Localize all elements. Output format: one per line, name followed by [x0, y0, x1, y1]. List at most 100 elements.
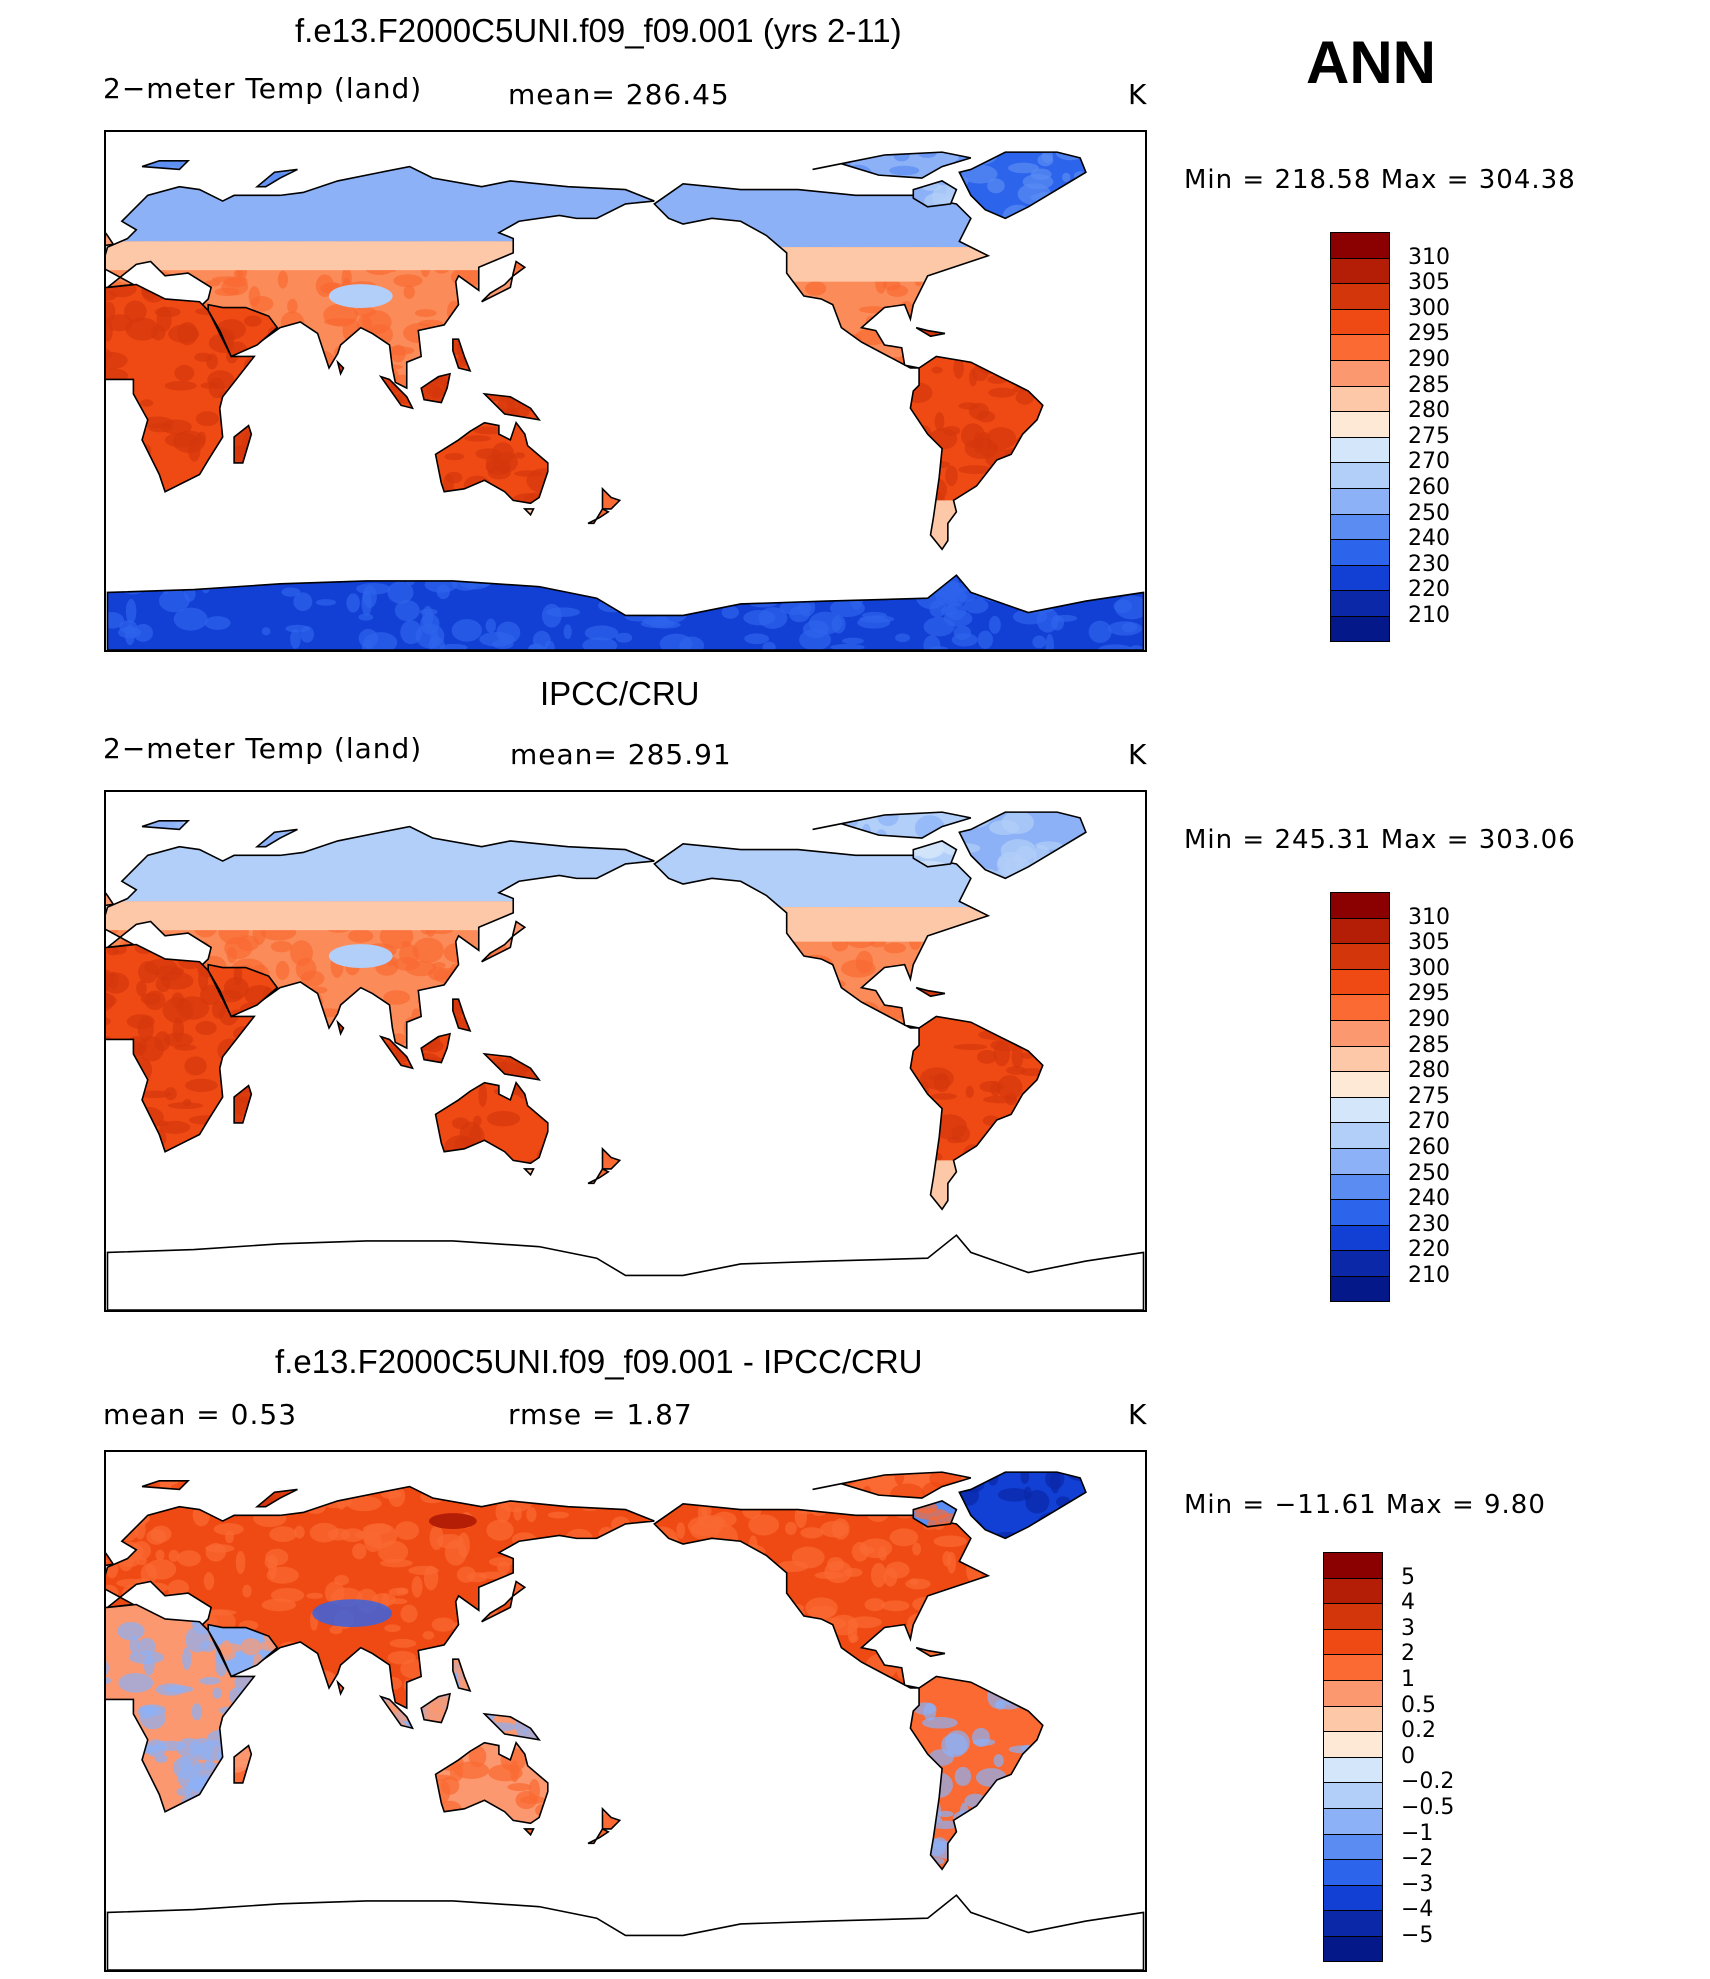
colorbar-tick-label: 290	[1408, 347, 1450, 372]
landmass-texture	[234, 425, 252, 463]
colorbar-swatch	[1330, 539, 1390, 566]
colorbar-swatch	[1330, 1276, 1390, 1303]
coastline-madagascar	[233, 1084, 253, 1124]
colorbar-tick-label: 275	[1408, 423, 1450, 449]
colorbar-tick-label: 4	[1401, 1590, 1415, 1616]
colorbar-swatch	[1330, 968, 1390, 995]
panel3-map	[104, 1450, 1147, 1972]
colorbar-tick-label: 240	[1408, 526, 1450, 552]
coastline-baffin	[912, 180, 958, 208]
coastline-caribbean	[915, 326, 946, 338]
landmass-texture	[452, 339, 471, 368]
coastline-svalbard	[141, 1479, 191, 1491]
coastline-arcticIslands	[812, 151, 972, 179]
landmass-texture	[654, 183, 989, 368]
colorbar-swatch	[1323, 1680, 1383, 1707]
colorbar-tick-label: 5	[1401, 1564, 1415, 1590]
panel3-minmax: Min = −11.61 Max = 9.80	[1184, 1490, 1546, 1520]
coastline-newguinea	[482, 1712, 541, 1741]
coastline-africa	[106, 943, 256, 1153]
colorbar-swatch	[1330, 590, 1390, 617]
coastline-newguinea	[482, 392, 541, 421]
colorbar-swatch	[1330, 892, 1390, 919]
colorbar-swatch	[1323, 1603, 1383, 1630]
colorbar-tick-label: 210	[1408, 1263, 1450, 1288]
colorbar-swatch	[1330, 1122, 1390, 1149]
coastline-arcticIslands	[812, 811, 972, 839]
colorbar-swatch	[1323, 1756, 1383, 1783]
colorbar-swatch	[1330, 917, 1390, 944]
coastline-borneo	[420, 1692, 452, 1724]
panel2-title: IPCC/CRU	[540, 675, 700, 712]
colorbar-tick-label: 240	[1408, 1186, 1450, 1212]
colorbar-swatch	[1330, 385, 1390, 412]
coastline-samerica	[909, 1675, 1044, 1871]
colorbar-tick-label: −4	[1401, 1897, 1434, 1923]
colorbar-tick-label: 290	[1408, 1007, 1450, 1032]
panel2-units: K	[1128, 738, 1148, 771]
colorbar-tick-label: 285	[1408, 1032, 1450, 1058]
coastline-sumatra	[378, 1035, 415, 1070]
coastline-srilanka	[336, 1679, 345, 1697]
colorbar-tick-label: 275	[1408, 1083, 1450, 1109]
panel2-mean-label: mean= 285.91	[510, 738, 732, 771]
colorbar-tick-label: 0.2	[1401, 1718, 1436, 1744]
colorbar-swatch	[1323, 1552, 1383, 1579]
coastline-nz	[601, 1806, 622, 1830]
colorbar-tick-label: 1	[1401, 1667, 1415, 1692]
colorbar-swatch	[1330, 1199, 1390, 1226]
panel1-title: f.e13.F2000C5UNI.f09_f09.001 (yrs 2-11)	[295, 12, 902, 49]
colorbar-swatch	[1330, 1071, 1390, 1098]
colorbar-swatch	[1330, 564, 1390, 591]
colorbar-tick-label: −3	[1401, 1871, 1434, 1897]
coastline-sumatra	[378, 1695, 415, 1730]
colorbar-swatch	[1323, 1577, 1383, 1604]
colorbar-swatch	[1330, 308, 1390, 335]
colorbar-swatch	[1330, 1020, 1390, 1047]
panel3-mean-label: mean = 0.53	[103, 1398, 298, 1431]
coastline-borneo	[420, 372, 452, 404]
panel3-map-svg	[106, 1471, 1145, 1970]
coastline-tasmania	[522, 1168, 535, 1177]
colorbar-tick-label: 300	[1408, 955, 1450, 981]
coastline-novaya	[254, 828, 298, 848]
colorbar-tick-label: 260	[1408, 475, 1450, 500]
colorbar-swatch	[1330, 513, 1390, 540]
coastline-africa	[106, 283, 256, 493]
panel2-map-svg	[106, 811, 1145, 1310]
colorbar-tick-label: 220	[1408, 577, 1450, 603]
colorbar-tick-label: 300	[1408, 295, 1450, 321]
panel1-units: K	[1128, 78, 1148, 111]
colorbar-swatch	[1323, 1628, 1383, 1655]
colorbar-tick-label: 230	[1408, 551, 1450, 577]
colorbar-swatch	[1330, 334, 1390, 361]
panel3-title: f.e13.F2000C5UNI.f09_f09.001 - IPCC/CRU	[275, 1343, 923, 1380]
coastline-australia	[434, 1080, 549, 1165]
colorbar-swatch	[1323, 1884, 1383, 1911]
colorbar-tick-label: 295	[1408, 321, 1450, 347]
colorbar-swatch	[1330, 1224, 1390, 1251]
colorbar-tick-label: −0.2	[1401, 1769, 1455, 1795]
colorbar-swatch	[1323, 1859, 1383, 1886]
coastline-africa	[106, 1603, 256, 1813]
colorbar-tick-label: −0.5	[1401, 1795, 1455, 1820]
colorbar-swatch	[1323, 1808, 1383, 1835]
landmass-texture	[257, 169, 297, 187]
coastline-nz2	[587, 1167, 610, 1185]
coastline-antarctica	[106, 574, 1145, 650]
coastline-arabia	[207, 963, 279, 1018]
colorbar-swatch	[1330, 1096, 1390, 1123]
coastline-arabia	[207, 303, 279, 358]
coastline-greenland	[958, 1471, 1087, 1540]
colorbar-swatch	[1323, 1936, 1383, 1963]
colorbar-tick-label: 220	[1408, 1237, 1450, 1263]
colorbar-swatch	[1330, 1045, 1390, 1072]
coastline-greenland	[958, 151, 1087, 220]
landmass-texture	[484, 1713, 540, 1740]
landmass-texture	[234, 1745, 252, 1773]
coastline-srilanka	[336, 1019, 345, 1037]
colorbar-tick-label: 0	[1401, 1743, 1415, 1769]
coastline-philippines	[452, 1658, 472, 1693]
coastline-japan	[481, 920, 527, 963]
colorbar-tick-label: 295	[1408, 981, 1450, 1007]
